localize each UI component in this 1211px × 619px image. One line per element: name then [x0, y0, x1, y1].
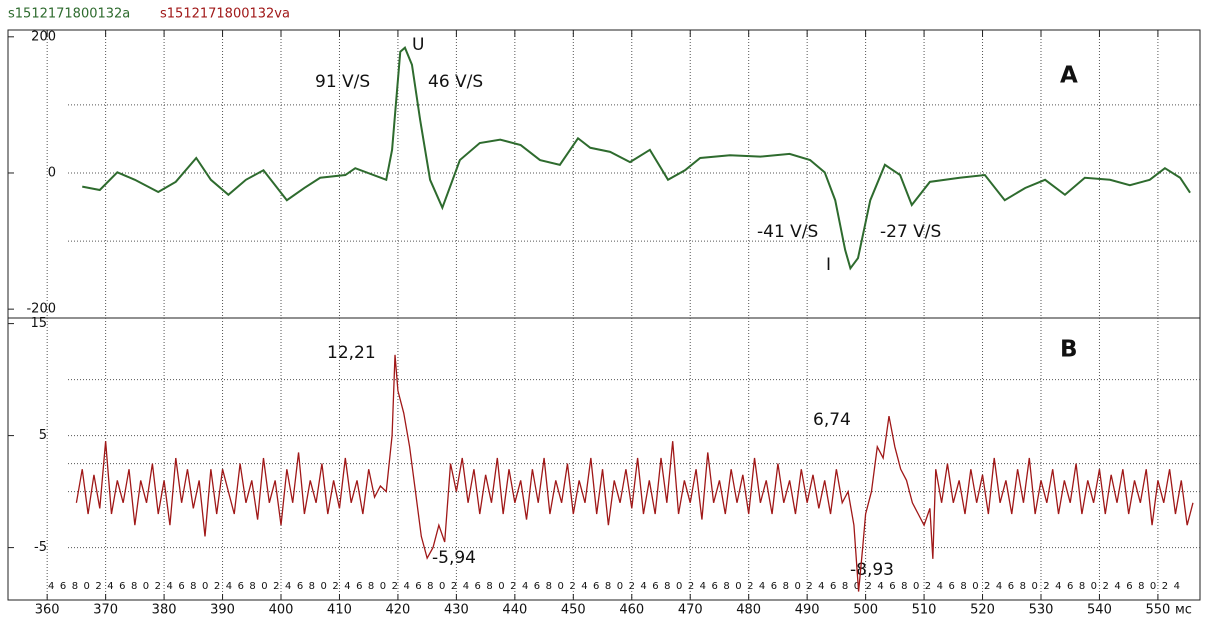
x-tick-label: 390: [210, 603, 235, 618]
annotation: 6,74: [813, 410, 851, 430]
minor-tick-labels: 4 6 8 0 2 4 6 8 0 2 4 6 8 0 2 4 6 8 0 2 …: [48, 581, 1180, 592]
x-tick-label: 440: [502, 603, 527, 618]
x-tick-label: 360: [35, 603, 60, 618]
frame: [7, 29, 1201, 601]
annotation: U: [412, 35, 424, 55]
data-line: [82, 46, 1191, 271]
annotation: I: [826, 255, 831, 275]
panel-label: B: [1060, 337, 1078, 363]
legend-entry: s1512171800132va: [160, 7, 290, 22]
x-tick-label: 470: [678, 603, 703, 618]
annotation: 12,21: [327, 343, 376, 363]
x-tick-label: 460: [619, 603, 644, 618]
x-tick-label: 380: [152, 603, 177, 618]
x-tick-label: 420: [386, 603, 411, 618]
x-tick-label: 370: [93, 603, 118, 618]
x-tick-label: 410: [327, 603, 352, 618]
y-tick-label: 200: [31, 29, 56, 44]
legend-entry: s1512171800132a: [8, 7, 130, 22]
data-line: [75, 354, 1194, 592]
panel-label: A: [1060, 63, 1078, 89]
y-tick-label: 15: [30, 316, 47, 331]
annotation: -27 V/S: [880, 222, 941, 242]
x-tick-label: 520: [970, 603, 995, 618]
y-tick-label: 5: [39, 428, 47, 443]
annotation: 46 V/S: [428, 72, 483, 92]
x-tick-label: 430: [444, 603, 469, 618]
x-tick-label: 550: [1145, 603, 1170, 618]
y-tick-label: -200: [26, 302, 56, 317]
y-tick-label: -5: [34, 540, 47, 555]
x-tick-label: 450: [561, 603, 586, 618]
x-tick-label: 500: [853, 603, 878, 618]
y-tick-label: 0: [48, 165, 56, 180]
x-tick-label: 540: [1087, 603, 1112, 618]
x-tick-label: 400: [269, 603, 294, 618]
annotation: -41 V/S: [757, 222, 818, 242]
x-axis-label: мс: [1175, 603, 1192, 618]
x-tick-label: 480: [736, 603, 761, 618]
annotation: -5,94: [432, 548, 476, 568]
x-tick-label: 530: [1029, 603, 1054, 618]
annotation: 91 V/S: [315, 72, 370, 92]
x-tick-label: 510: [912, 603, 937, 618]
x-tick-label: 490: [795, 603, 820, 618]
